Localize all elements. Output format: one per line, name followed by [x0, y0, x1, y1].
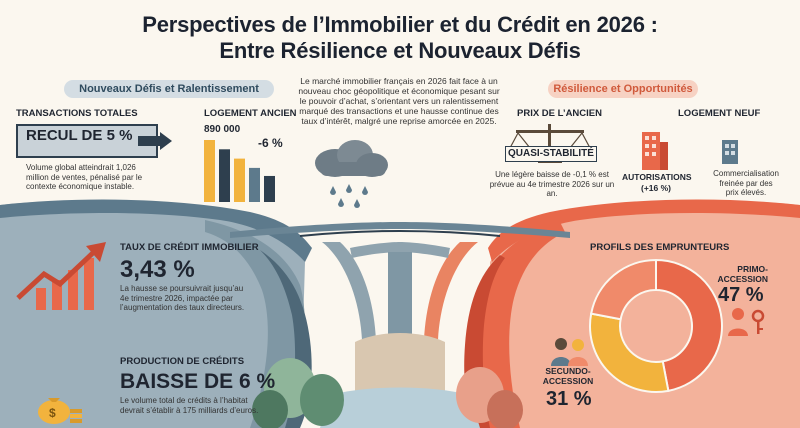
- prix-ancien-value-box: [505, 146, 597, 162]
- autorisations-value: (+16 %): [641, 183, 671, 193]
- donut-slice-primo: [655, 258, 723, 393]
- logement-ancien-value: 890 000: [204, 124, 241, 135]
- logement-ancien-bars: [204, 140, 275, 202]
- logement-neuf-description: Commercialisation freinée par des prix é…: [713, 169, 779, 197]
- arrow-right-icon: [138, 132, 172, 150]
- production-description: Le volume total de crédits à l’habitat d…: [120, 396, 259, 415]
- logement-ancien-bar: [249, 167, 260, 202]
- right-section-header: Résilience et Opportunités: [548, 80, 698, 98]
- emprunteurs-heading: PROFILS DES EMPRUNTEURS: [590, 242, 730, 253]
- logement-ancien-heading: LOGEMENT ANCIEN: [204, 108, 297, 119]
- secundo-value: 31 %: [546, 388, 592, 410]
- logement-ancien-bar: [204, 140, 215, 202]
- logement-ancien-change: -6 %: [258, 136, 283, 150]
- title-line-1: Perspectives de l’Immobilier et du Crédi…: [142, 12, 658, 37]
- transactions-heading: TRANSACTIONS TOTALES: [16, 108, 138, 119]
- intro-text: Le marché immobilier français en 2026 fa…: [298, 76, 500, 126]
- logement-neuf-heading: LOGEMENT NEUF: [678, 108, 761, 119]
- logement-ancien-bar: [219, 149, 230, 202]
- secundo-label: SECUNDO- ACCESSION: [542, 366, 594, 386]
- transactions-value-box: [16, 124, 158, 158]
- small-building-icon: [722, 140, 738, 164]
- balance-scale-icon: [509, 124, 591, 163]
- transactions-description: Volume global atteindrait 1,026 million …: [26, 163, 143, 191]
- title-line-2: Entre Résilience et Nouveaux Défis: [219, 38, 581, 63]
- logement-ancien-bar: [264, 175, 275, 202]
- rising-arrow-chart-icon: [16, 242, 106, 310]
- donut-slice-secundo: [589, 312, 670, 393]
- logement-ancien-bar: [234, 158, 245, 202]
- rain-cloud-icon: [315, 140, 388, 208]
- taux-description: La hausse se poursuivrait jusqu’au 4e tr…: [120, 284, 245, 312]
- production-value: BAISSE DE 6 %: [120, 370, 276, 393]
- svg-text:$: $: [49, 406, 56, 420]
- money-bag-icon: $: [38, 398, 82, 424]
- donut-slice-other: [589, 258, 657, 321]
- emprunteurs-donut-chart: [589, 258, 723, 393]
- prix-ancien-heading: PRIX DE L’ANCIEN: [517, 108, 602, 119]
- left-section-header: Nouveaux Défis et Ralentissement: [64, 80, 274, 98]
- autorisations-label: AUTORISATIONS: [622, 172, 692, 182]
- taux-heading: TAUX DE CRÉDIT IMMOBILIER: [120, 242, 259, 253]
- primo-label: PRIMO- ACCESSION: [717, 264, 768, 284]
- prix-ancien-description: Une légère baisse de -0,1 % est prévue a…: [489, 170, 615, 198]
- production-heading: PRODUCTION DE CRÉDITS: [120, 356, 245, 367]
- taux-value: 3,43 %: [120, 256, 195, 283]
- transactions-value: RECUL DE 5 %: [26, 127, 133, 144]
- person-with-key-icon: [728, 308, 765, 336]
- prix-ancien-value: QUASI-STABILITÉ: [508, 148, 594, 159]
- primo-value: 47 %: [718, 284, 764, 306]
- building-icon: [642, 132, 668, 170]
- couple-icon: [551, 338, 588, 366]
